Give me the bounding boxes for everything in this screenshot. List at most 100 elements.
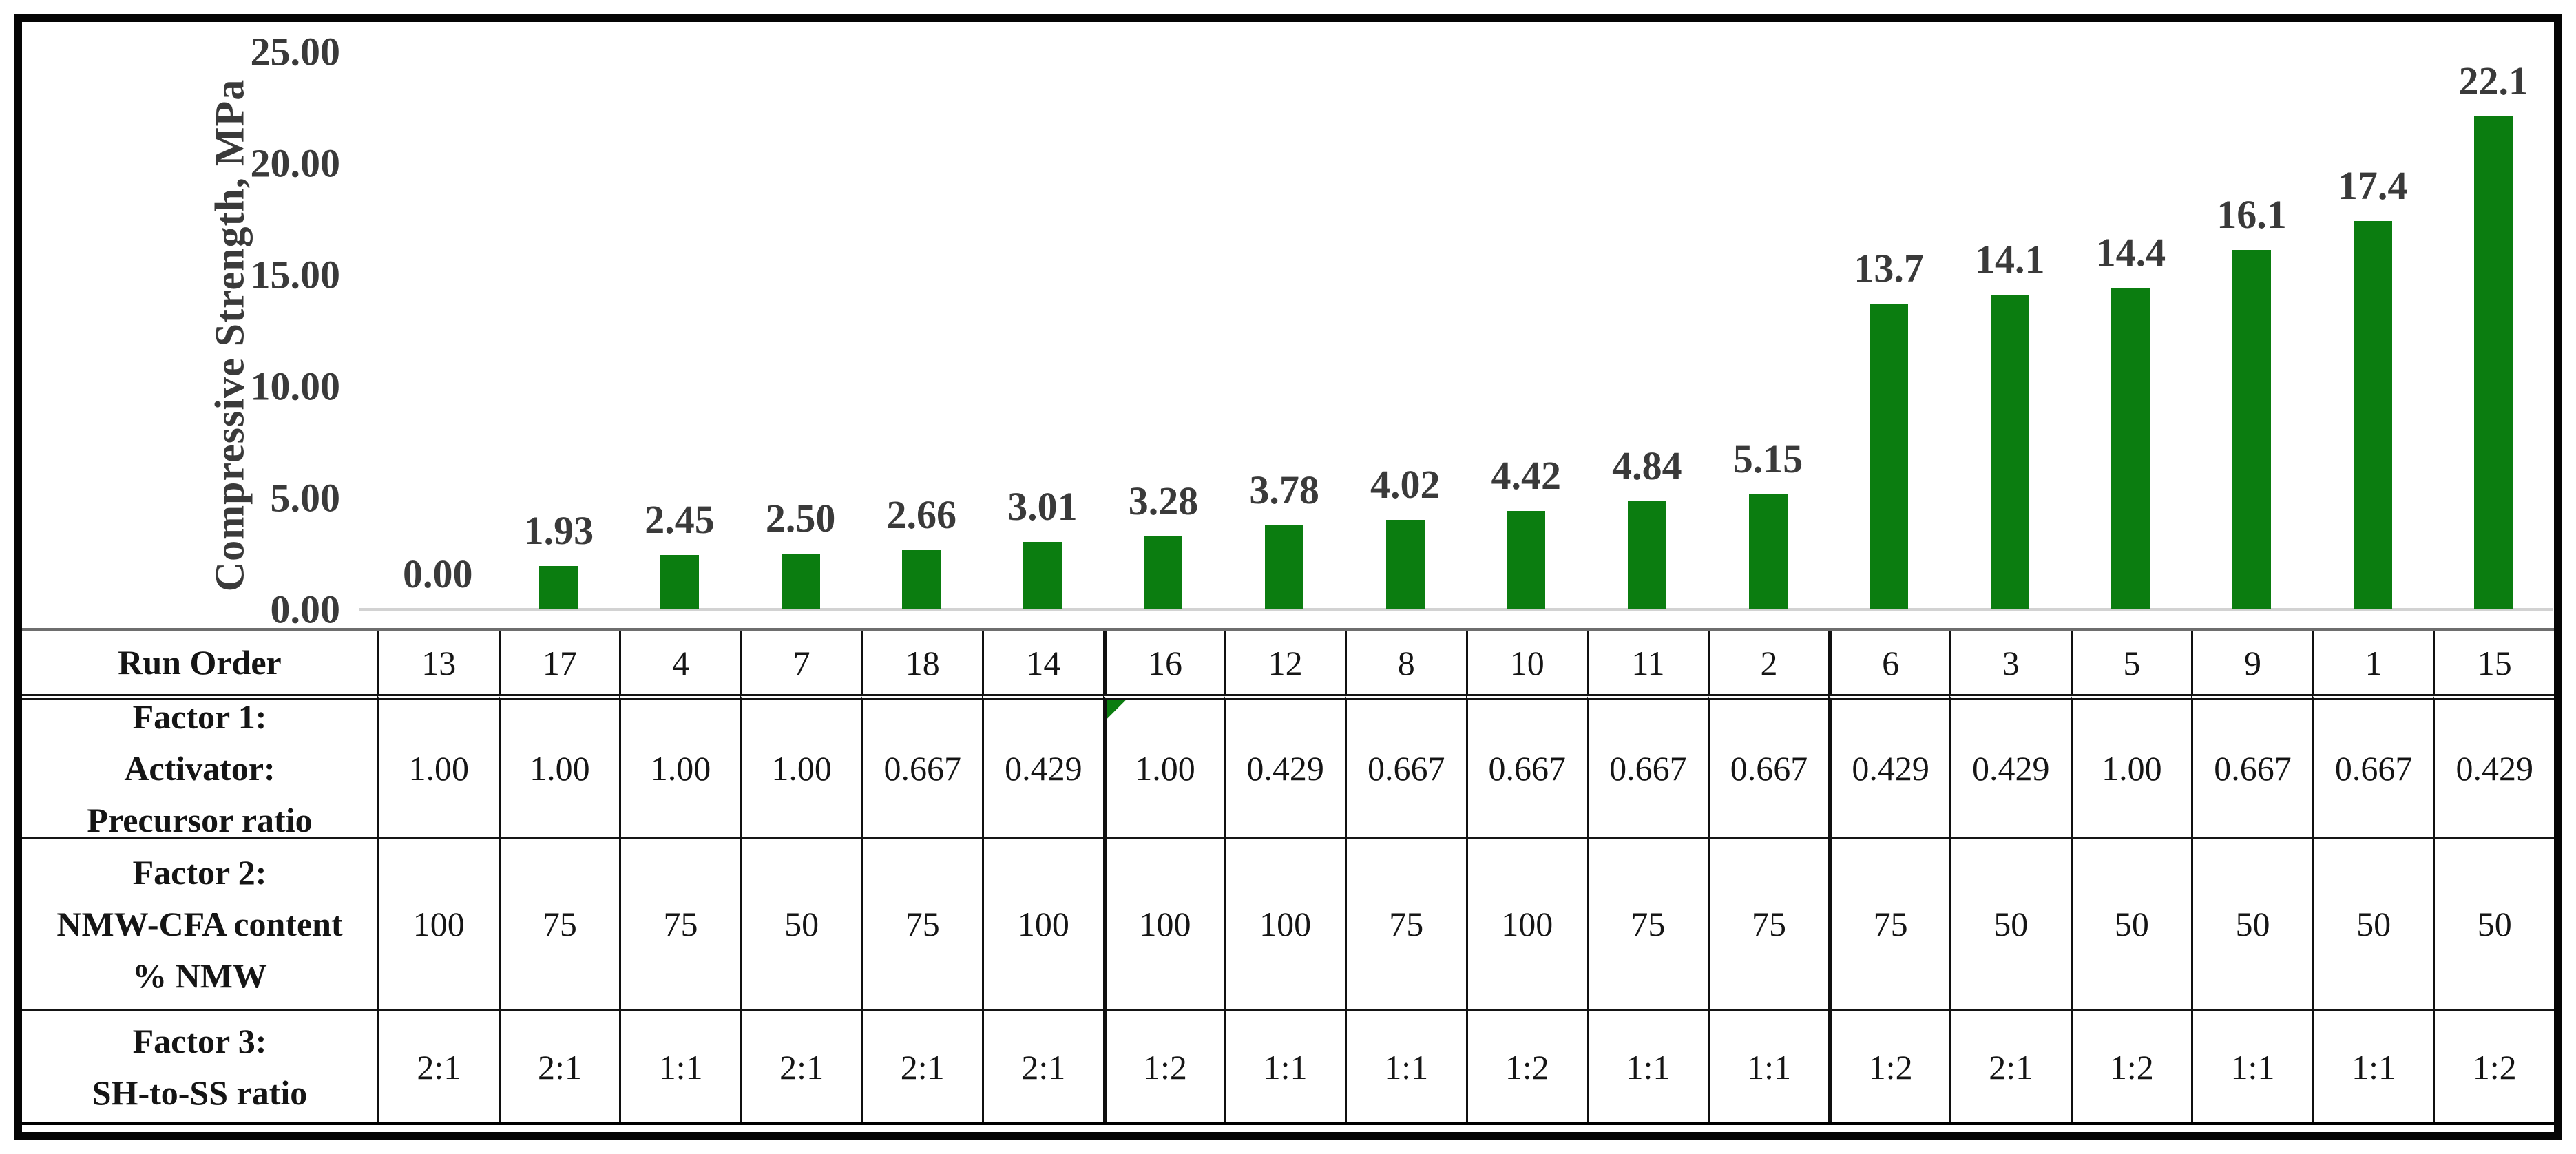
factor1-cell: 1.00 bbox=[2070, 694, 2192, 837]
run-order-cell: 17 bbox=[498, 631, 620, 694]
run-order-cell: 18 bbox=[861, 631, 982, 694]
factor3-cell: 1:1 bbox=[2191, 1009, 2312, 1122]
run-order-cell: 10 bbox=[1465, 631, 1587, 694]
factor2-cell: 100 bbox=[982, 837, 1103, 1009]
bar-run-15 bbox=[2474, 116, 2513, 609]
factor2-cell: 50 bbox=[2070, 837, 2192, 1009]
bar-value-label: 14.4 bbox=[2095, 230, 2166, 275]
run-order-cell: 4 bbox=[619, 631, 740, 694]
bar-value-label: 3.01 bbox=[1007, 484, 1078, 529]
factor3-cell: 1:2 bbox=[1465, 1009, 1587, 1122]
factor3-row-header: Factor 3: SH-to-SS ratio bbox=[22, 1009, 377, 1122]
factor3-header-line: Factor 3: bbox=[132, 1021, 267, 1060]
factor1-cell: 0.429 bbox=[982, 694, 1103, 837]
factor3-cell: 1:1 bbox=[619, 1009, 740, 1122]
factor3-header-line: SH-to-SS ratio bbox=[92, 1073, 308, 1112]
run-order-cell: 6 bbox=[1828, 631, 1949, 694]
factor1-cell: 0.429 bbox=[1224, 694, 1345, 837]
run-order-cell: 16 bbox=[1102, 631, 1224, 694]
run-order-header-line: Run Order bbox=[118, 643, 282, 682]
factor2-header-line: Factor 2: bbox=[132, 852, 267, 892]
run-order-row-header: Run Order bbox=[22, 631, 377, 694]
bar-value-label: 17.4 bbox=[2337, 163, 2408, 209]
bar-run-4 bbox=[660, 554, 700, 609]
factor1-cell: 0.667 bbox=[1707, 694, 1829, 837]
y-tick-label: 15.00 bbox=[250, 252, 341, 297]
run-order-cell: 15 bbox=[2433, 631, 2554, 694]
factor2-cell: 75 bbox=[1344, 837, 1466, 1009]
bar-value-label: 22.1 bbox=[2458, 58, 2528, 103]
bar-value-label: 0.00 bbox=[403, 552, 473, 596]
factor2-cell: 50 bbox=[2191, 837, 2312, 1009]
factor2-row-header: Factor 2: NMW-CFA content % NMW bbox=[22, 837, 377, 1009]
bar-value-label: 2.66 bbox=[886, 492, 957, 537]
bar-run-7 bbox=[781, 554, 820, 609]
factor2-cell: 75 bbox=[498, 837, 620, 1009]
doe-factors-table: Run Order 13 17 4 7 18 14 16 12 8 10 11 2 6 3 5 9 1 15 Fact… bbox=[22, 628, 2554, 1125]
bar-run-18 bbox=[902, 549, 941, 609]
y-tick-label: 20.00 bbox=[250, 140, 341, 186]
bar-run-3 bbox=[1990, 295, 2029, 609]
factor2-cell: 50 bbox=[740, 837, 861, 1009]
factor1-cell: 1.00 bbox=[498, 694, 620, 837]
factor1-row-header: Factor 1: Activator: Precursor ratio bbox=[22, 694, 377, 839]
bar-value-label: 13.7 bbox=[1854, 246, 1924, 291]
factor3-cell: 1:2 bbox=[1828, 1009, 1949, 1122]
factor1-cell: 0.429 bbox=[1949, 694, 2071, 837]
factor3-cell: 2:1 bbox=[740, 1009, 861, 1122]
factor2-cell: 75 bbox=[1587, 837, 1708, 1009]
bar-value-label: 1.93 bbox=[523, 508, 594, 554]
bar-value-label: 3.28 bbox=[1128, 478, 1199, 523]
bar-run-11 bbox=[1627, 501, 1666, 609]
factor1-cell: 1.00 bbox=[1102, 694, 1224, 837]
factor1-header-line: Precursor ratio bbox=[87, 800, 313, 839]
run-order-cell: 8 bbox=[1344, 631, 1466, 694]
bar-run-8 bbox=[1385, 519, 1425, 609]
factor3-cell: 1:1 bbox=[1344, 1009, 1466, 1122]
factor3-cell: 1:2 bbox=[2433, 1009, 2554, 1122]
bar-run-12 bbox=[1265, 525, 1304, 609]
factor1-cell: 0.667 bbox=[861, 694, 983, 837]
factor2-cell: 50 bbox=[2433, 837, 2554, 1009]
bar-run-2 bbox=[1748, 494, 1788, 609]
bar-run-1 bbox=[2353, 221, 2392, 609]
y-tick-label: 5.00 bbox=[270, 475, 341, 521]
factor2-header-line: NMW-CFA content bbox=[56, 904, 343, 943]
y-tick-label: 10.00 bbox=[250, 364, 341, 409]
y-tick-label: 0.00 bbox=[270, 587, 341, 632]
run-order-cell: 2 bbox=[1707, 631, 1829, 694]
factor1-cell: 0.667 bbox=[1465, 694, 1587, 837]
factor2-header-line: % NMW bbox=[132, 956, 267, 995]
factor2-cell: 100 bbox=[1102, 837, 1224, 1009]
bar-run-14 bbox=[1023, 542, 1062, 609]
factor2-cell: 100 bbox=[1465, 837, 1587, 1009]
run-order-cell: 5 bbox=[2070, 631, 2192, 694]
factor1-cell: 0.667 bbox=[2191, 694, 2312, 837]
bar-run-17 bbox=[539, 566, 578, 609]
compressive-strength-bar-chart: Compressive Strength, MPa 0.00 5.00 10.00 1… bbox=[22, 22, 2554, 632]
factor3-cell: 1:1 bbox=[1707, 1009, 1829, 1122]
y-tick-label: 25.00 bbox=[250, 29, 341, 74]
factor3-cell: 1:1 bbox=[1587, 1009, 1708, 1122]
factor3-cell: 1:1 bbox=[1224, 1009, 1345, 1122]
bar-run-16 bbox=[1144, 536, 1183, 609]
bar-run-6 bbox=[1870, 304, 1909, 609]
bar-value-label: 3.78 bbox=[1249, 467, 1319, 512]
run-order-cell: 14 bbox=[982, 631, 1103, 694]
figure-frame: Compressive Strength, MPa 0.00 5.00 10.00 1… bbox=[14, 14, 2562, 1140]
factor1-cell: 0.667 bbox=[2312, 694, 2433, 837]
bar-value-label: 4.42 bbox=[1491, 452, 1562, 498]
factor2-cell: 75 bbox=[1828, 837, 1949, 1009]
factor2-cell: 75 bbox=[861, 837, 983, 1009]
factor3-cell: 1:1 bbox=[2312, 1009, 2433, 1122]
factor1-header-line: Factor 1: bbox=[132, 697, 267, 736]
factor3-cell: 2:1 bbox=[861, 1009, 983, 1122]
factor1-cell: 1.00 bbox=[740, 694, 861, 837]
run-order-cell: 12 bbox=[1224, 631, 1345, 694]
factor3-cell: 2:1 bbox=[1949, 1009, 2071, 1122]
factor2-cell: 100 bbox=[1224, 837, 1345, 1009]
bar-value-label: 2.45 bbox=[645, 496, 715, 542]
run-order-cell: 3 bbox=[1949, 631, 2071, 694]
factor3-cell: 2:1 bbox=[498, 1009, 620, 1122]
